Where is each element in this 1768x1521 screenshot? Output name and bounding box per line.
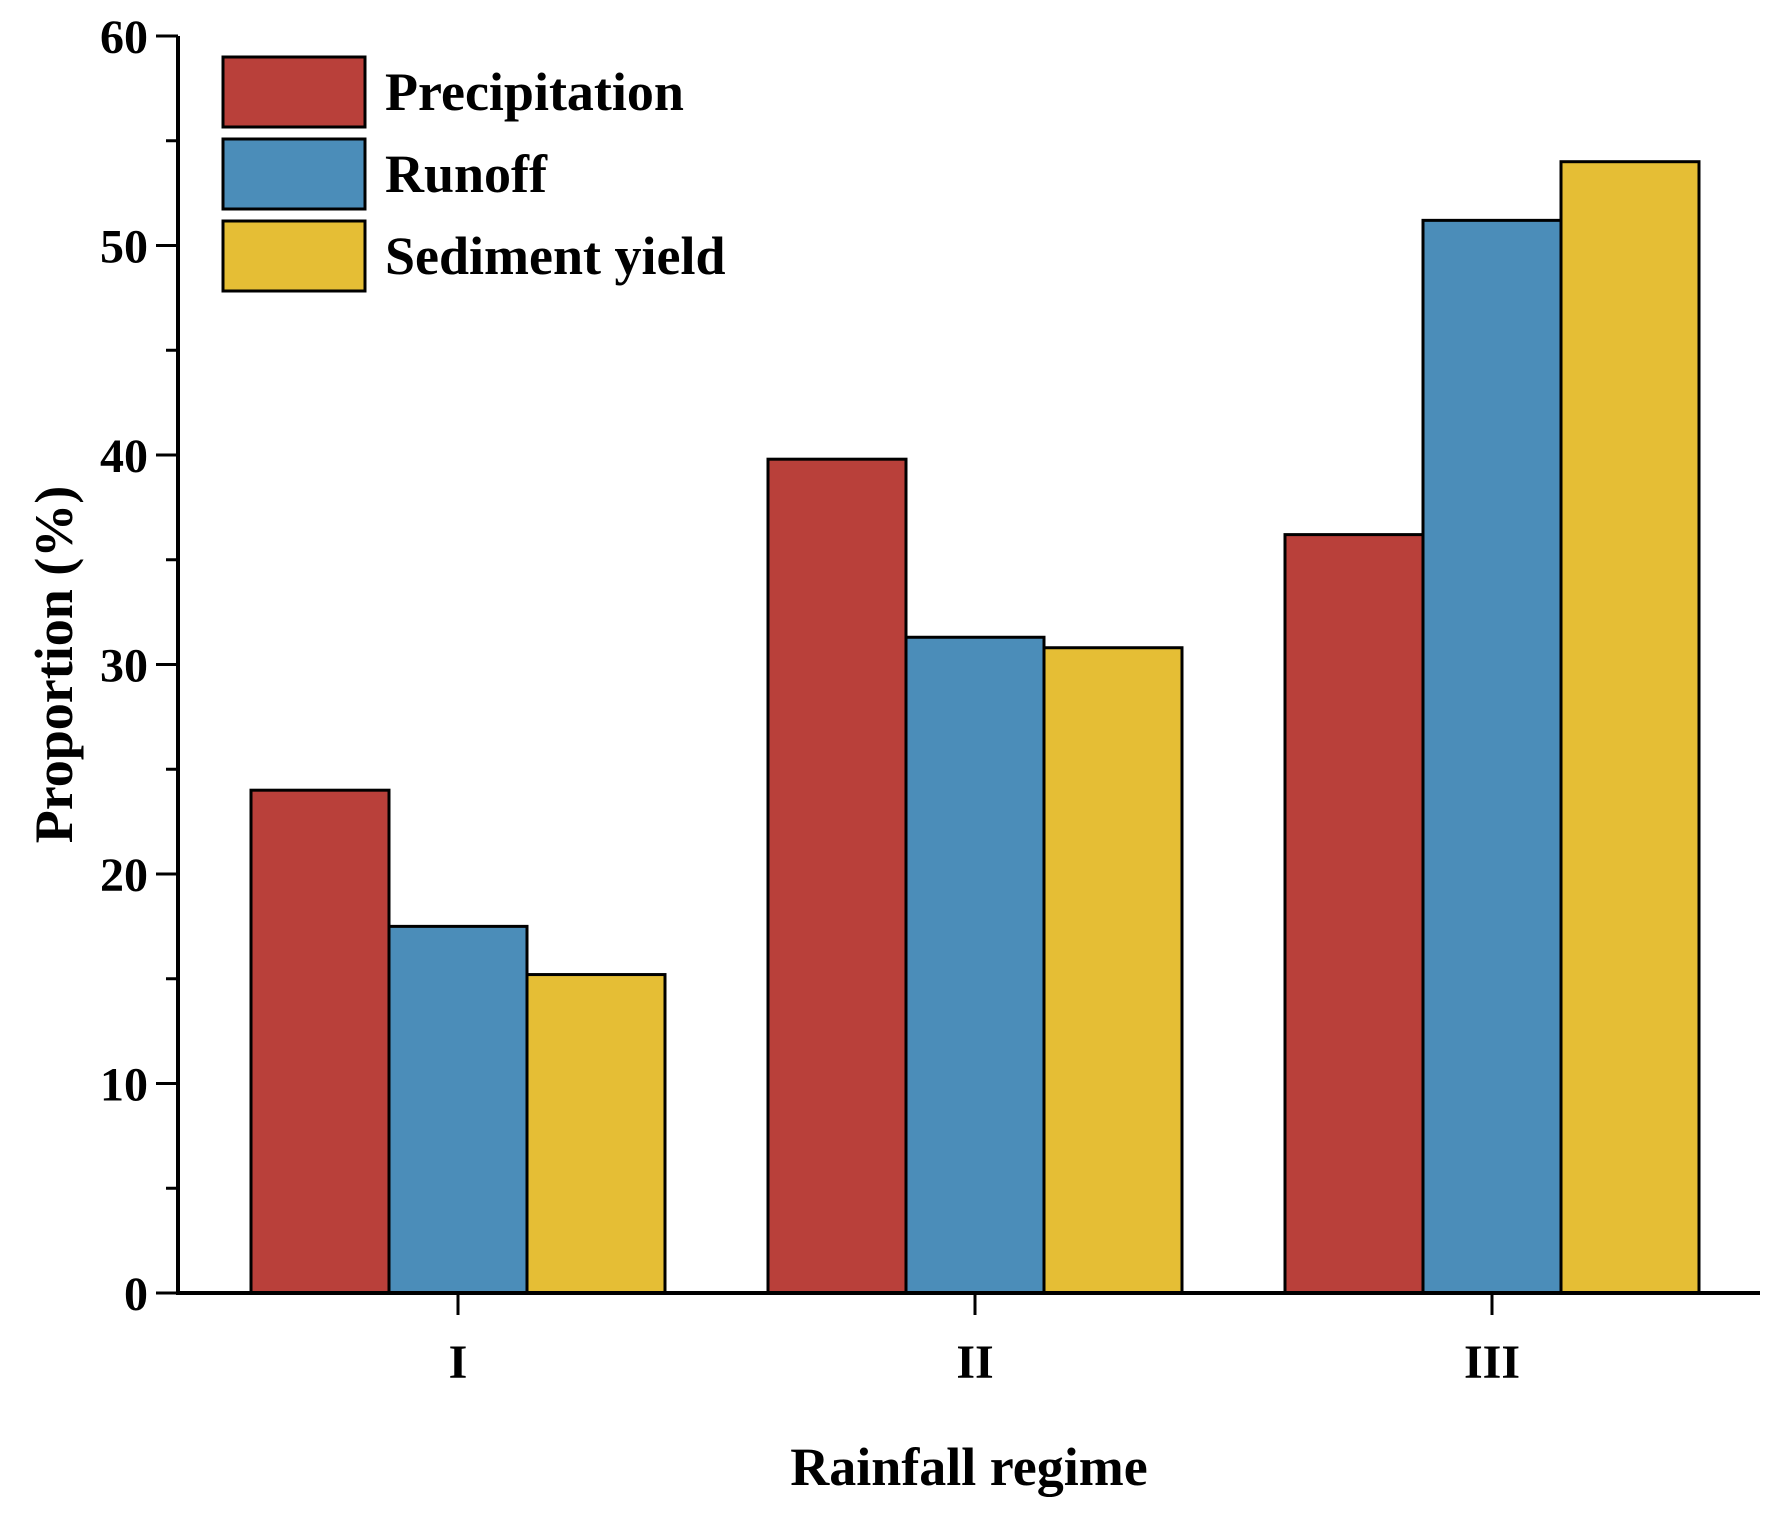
x-tick-label: I <box>449 1336 468 1389</box>
bar-runoff-III <box>1421 218 1563 1295</box>
y-tick-label: 20 <box>100 849 148 902</box>
legend-swatch-sediment-yield <box>221 219 367 293</box>
y-tick-label: 10 <box>100 1059 148 1112</box>
x-tick-label: III <box>1464 1336 1520 1389</box>
legend-swatch-runoff <box>221 137 367 211</box>
y-tick-label: 40 <box>100 430 148 483</box>
legend-swatch-precipitation <box>221 55 367 129</box>
legend-label-sediment-yield: Sediment yield <box>385 226 726 286</box>
bar-precipitation-III <box>1283 533 1425 1295</box>
legend-label-precipitation: Precipitation <box>385 62 684 122</box>
y-tick-label: 60 <box>100 11 148 64</box>
y-tick-label: 50 <box>100 221 148 274</box>
bar-precipitation-II <box>766 457 908 1295</box>
y-tick-label: 30 <box>100 640 148 693</box>
bar-precipitation-I <box>249 788 391 1295</box>
bar-runoff-I <box>387 924 529 1295</box>
bar-sediment-yield-III <box>1559 160 1701 1295</box>
legend: Precipitation Runoff Sediment yield <box>221 55 726 293</box>
x-tick-label: II <box>956 1336 993 1389</box>
y-tick-label: 0 <box>124 1268 148 1321</box>
bar-sediment-yield-II <box>1042 646 1184 1295</box>
bar-runoff-II <box>904 635 1046 1295</box>
bars-group <box>249 160 1701 1295</box>
x-axis-title: Rainfall regime <box>790 1437 1147 1497</box>
bar-sediment-yield-I <box>525 973 667 1295</box>
legend-label-runoff: Runoff <box>385 144 548 204</box>
y-axis-title: Proportion (%) <box>24 486 84 843</box>
